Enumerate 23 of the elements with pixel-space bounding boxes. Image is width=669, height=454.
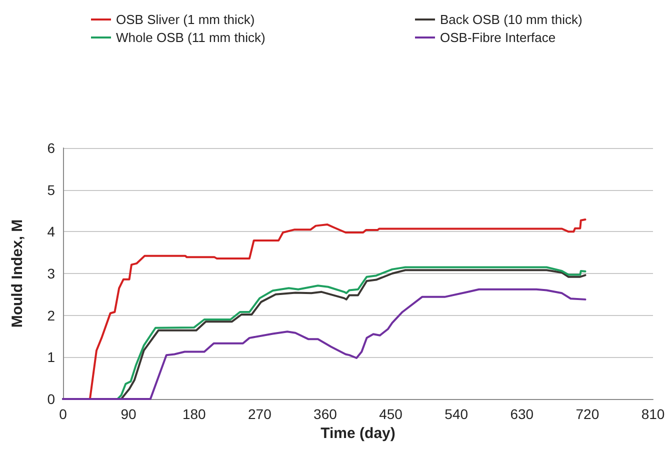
x-tick-label: 90	[120, 406, 137, 422]
x-tick-label: 270	[248, 406, 272, 422]
x-axis-title: Time (day)	[320, 424, 396, 442]
x-tick-label: 450	[379, 406, 403, 422]
y-tick-label: 6	[47, 140, 56, 156]
y-tick-label: 4	[47, 224, 56, 240]
x-tick-label: 810	[641, 406, 665, 422]
x-tick-label: 540	[444, 406, 468, 422]
x-tick-label: 180	[182, 406, 206, 422]
y-tick-label: 3	[47, 266, 56, 282]
x-tick-label: 0	[59, 406, 68, 422]
legend-label: OSB-Fibre Interface	[440, 30, 556, 45]
y-tick-label: 5	[47, 182, 56, 198]
y-tick-label: 0	[47, 391, 56, 407]
legend-label: Whole OSB (11 mm thick)	[116, 30, 266, 45]
x-tick-label: 630	[510, 406, 534, 422]
y-axis-title: Mould Index, M	[9, 219, 26, 328]
y-tick-label: 1	[47, 349, 56, 366]
y-tick-label: 2	[47, 307, 56, 324]
legend-label: OSB Sliver (1 mm thick)	[116, 12, 255, 27]
x-tick-label: 360	[314, 406, 338, 422]
x-tick-label: 720	[576, 406, 600, 422]
legend-label: Back OSB (10 mm thick)	[440, 12, 582, 27]
